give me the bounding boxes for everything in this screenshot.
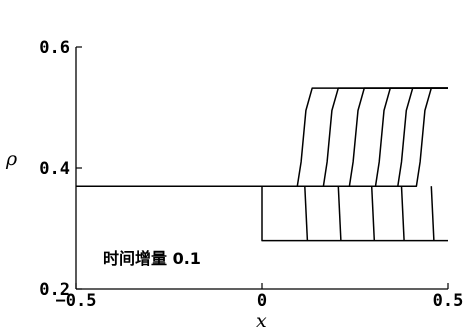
x-tick-label: 0.5 [433,291,464,311]
density-profile-1 [76,87,448,187]
y-axis-label: ρ [5,148,18,170]
density-profile-2 [76,87,448,187]
y-tick-label: 0.6 [39,38,70,58]
x-axis-label: x [256,310,267,329]
x-tick-label: 0 [257,291,267,311]
density-profile-5 [76,87,448,187]
density-profile-4 [76,87,448,187]
density-profile-3 [76,87,448,187]
x-ticks: −0.5 0 0.5 [56,283,464,311]
lower-front-1 [304,186,309,241]
lower-front-4 [400,186,405,241]
y-tick-label: 0.2 [39,280,70,300]
density-profile-6 [76,87,448,187]
time-increment-annotation: 时间增量 0.1 [103,249,201,268]
lower-front-2 [337,186,342,241]
curves [76,87,448,242]
density-profile-0 [76,185,448,242]
y-ticks: 0.2 0.4 0.6 [39,38,82,300]
lower-front-5 [430,186,435,241]
y-tick-label: 0.4 [39,159,70,179]
lower-front-3 [370,186,376,241]
x-tick-label: −0.5 [56,291,97,311]
